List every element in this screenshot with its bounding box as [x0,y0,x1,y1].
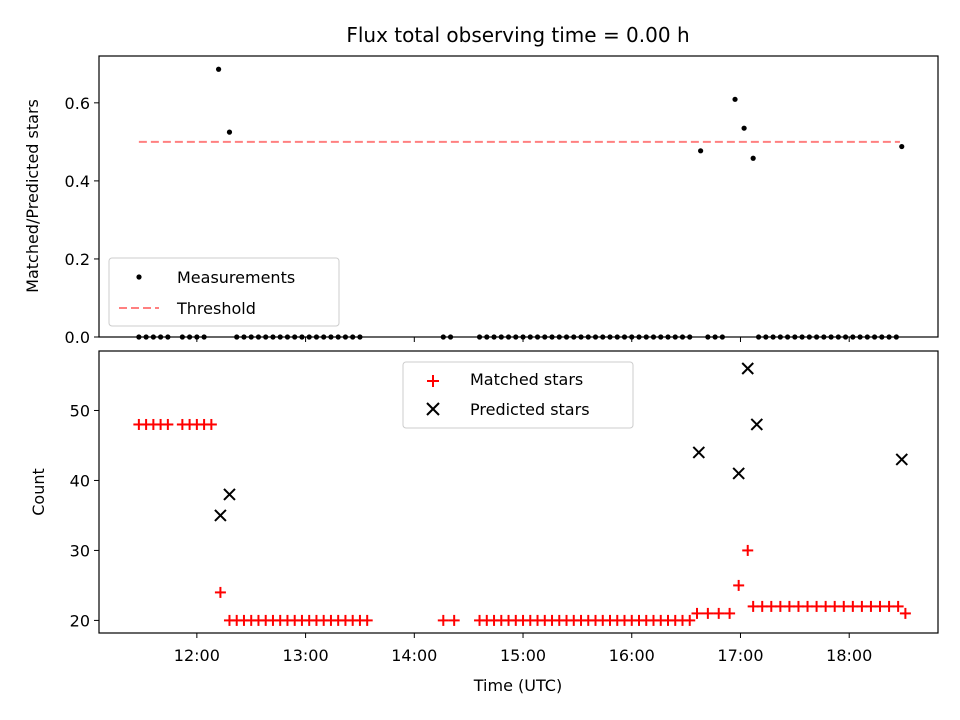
bottom-x-tick-label: 16:00 [609,646,655,665]
top-y-ticks: 0.0 0.2 0.4 0.6 [65,94,99,347]
top-x-ticks [196,337,850,342]
legend-label-matched: Matched stars [470,370,583,389]
predicted-star-point [895,453,908,466]
legend-label-threshold: Threshold [176,299,256,318]
legend-label-measurements: Measurements [177,268,295,287]
matched-star-point [437,614,449,626]
matched-star-point [214,586,226,598]
matched-star-point [162,418,174,430]
top-y-axis-label: Matched/Predicted stars [23,99,42,293]
bottom-x-tick-label: 17:00 [717,646,763,665]
bottom-y-ticks: 20 30 40 50 [70,401,99,630]
predicted-star-point [750,418,763,431]
predicted-marker-b [214,509,227,522]
matched-star-point [691,607,703,619]
predicted-star-points [214,362,908,522]
legend-label-predicted: Predicted stars [470,400,590,419]
bottom-y-tick-label: 30 [70,541,90,560]
matched-star-point [713,607,725,619]
predicted-star-point [223,488,236,501]
legend-marker-predicted [426,402,440,416]
legend-marker-measurements [136,274,142,280]
bottom-legend: Matched stars Predicted stars [402,361,634,429]
matched-star-point [899,607,911,619]
bottom-x-ticks: 12:00 13:00 14:00 15:00 16:00 17:00 18:00 [174,633,872,665]
measurement-point [226,129,233,135]
matched-star-point [361,614,373,626]
bottom-y-tick-label: 50 [70,401,90,420]
top-plot-frame [98,55,939,338]
predicted-marker-b [750,418,763,431]
measurement-point [750,155,756,161]
bottom-x-tick-label: 15:00 [500,646,546,665]
predicted-marker-b [895,453,908,466]
measurement-point [732,96,738,102]
bottom-legend-box [402,361,634,429]
matched-star-points [133,418,911,626]
bottom-y-tick-label: 40 [70,471,90,490]
chart-title: Flux total observing time = 0.00 h [346,23,689,47]
matched-star-point [724,607,736,619]
legend-marker-matched [427,375,439,387]
top-panel: Flux total observing time = 0.00 h 0.00.… [23,23,939,347]
matched-star-point [205,418,217,430]
matched-star-point [702,607,714,619]
predicted-marker-b [732,467,745,480]
measurement-point [215,66,222,72]
predicted-marker-b [741,362,754,375]
predicted-star-point [692,446,706,459]
matched-star-point [742,544,754,556]
predicted-star-point [732,467,745,480]
matched-star-point [892,600,904,612]
top-y-tick-label: 0.6 [65,94,90,113]
matched-star-point [684,614,696,626]
bottom-x-tick-label: 12:00 [174,646,220,665]
bottom-x-tick-label: 18:00 [826,646,872,665]
measurement-point [899,143,905,150]
top-legend-box [108,257,340,327]
top-y-tick-label: 0.2 [65,250,90,269]
bottom-y-tick-label: 20 [70,611,90,630]
bottom-x-tick-label: 13:00 [283,646,329,665]
bottom-x-tick-label: 14:00 [391,646,437,665]
predicted-star-point [214,509,227,522]
matched-star-point [448,614,460,626]
bottom-y-axis-label: Count [29,468,48,516]
matched-star-point [733,579,745,591]
bottom-plot-frame [98,350,939,634]
predicted-marker-b [692,446,706,459]
top-y-tick-label: 0.4 [65,172,90,191]
predicted-star-point [741,362,754,375]
top-legend: Measurements Threshold [108,257,340,327]
measurement-point [698,148,704,154]
x-axis-label: Time (UTC) [473,676,562,695]
predicted-marker-b [223,488,236,501]
top-y-tick-label: 0.0 [65,328,90,347]
measurement-point [741,125,747,131]
